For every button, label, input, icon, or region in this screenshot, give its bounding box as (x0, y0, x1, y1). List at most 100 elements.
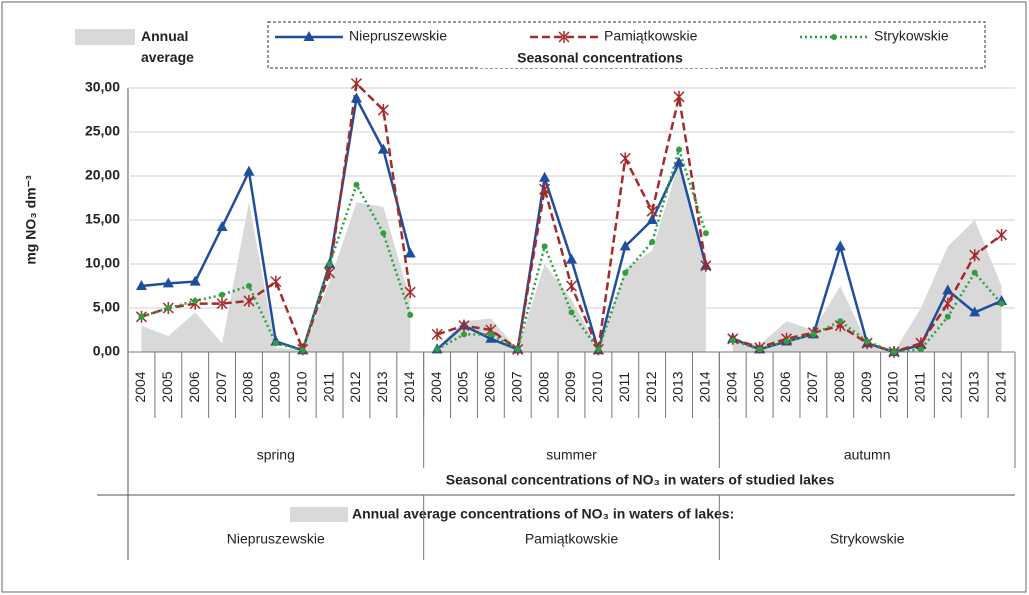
point (270, 275, 282, 288)
point (165, 305, 172, 311)
legend-title: Seasonal concentrations (517, 50, 683, 66)
y-tick-label: 0,00 (93, 343, 120, 359)
point (673, 156, 685, 167)
y-tick-label: 25,00 (85, 123, 120, 139)
point (434, 346, 441, 353)
point (541, 243, 548, 250)
point (944, 313, 951, 320)
x-tick-label: 2007 (804, 371, 820, 402)
point (969, 249, 981, 262)
legend-title-bg (480, 50, 720, 68)
x-tick-label: 2011 (320, 372, 336, 402)
point (243, 165, 255, 176)
point (864, 338, 871, 345)
point (673, 90, 685, 103)
point (942, 284, 954, 295)
point (595, 346, 602, 353)
point (566, 253, 577, 264)
point (891, 349, 898, 355)
point (272, 340, 279, 347)
point (565, 280, 578, 292)
x-tick-label: 2011 (912, 372, 928, 402)
x-tick-label: 2014 (992, 371, 1008, 402)
point (729, 337, 736, 344)
point (917, 346, 924, 353)
x-tick-label: 2013 (965, 371, 981, 402)
y-tick-label: 5,00 (93, 299, 120, 315)
x-tick-label: 2013 (374, 371, 390, 402)
point (407, 312, 414, 319)
group-label: autumn (844, 447, 891, 463)
y-tick-label: 20,00 (85, 167, 120, 183)
point (646, 205, 658, 218)
x-tick-label: 2007 (508, 371, 524, 402)
x-tick-label: 2012 (347, 371, 363, 402)
point (539, 183, 551, 196)
point (380, 230, 387, 237)
area (437, 162, 706, 352)
x-tick-label: 2009 (858, 371, 874, 402)
area-group-label: Pamiątkowskie (525, 531, 619, 547)
point (485, 332, 497, 343)
point (837, 318, 844, 325)
x-tick-label: 2009 (562, 371, 578, 402)
x-tick-label: 2005 (750, 371, 766, 402)
x-tick-label: 2004 (428, 371, 444, 402)
point (353, 181, 360, 188)
point (303, 31, 315, 41)
x-tick-label: 2006 (482, 371, 498, 402)
group-label: summer (546, 447, 597, 463)
point (996, 228, 1008, 241)
point (189, 275, 201, 286)
point (135, 280, 147, 290)
point (702, 230, 709, 237)
point (404, 286, 416, 299)
x-tick-label: 2006 (777, 371, 793, 402)
x-tick-label: 2010 (885, 371, 901, 402)
y-tick-label: 10,00 (85, 255, 120, 271)
legend-label: Pamiątkowskie (604, 28, 698, 44)
area-title-swatch (290, 507, 348, 522)
point (350, 77, 363, 90)
point (942, 297, 954, 310)
x-tick-label: 2014 (697, 371, 713, 402)
point (138, 313, 145, 320)
y-tick-label: 30,00 (85, 79, 120, 95)
y-tick-label: 15,00 (85, 211, 120, 227)
x-tick-label: 2014 (401, 371, 417, 402)
x-title: Seasonal concentrations of NO₃ in waters… (446, 472, 835, 488)
point (245, 283, 252, 289)
point (216, 297, 228, 310)
x-tick-label: 2012 (939, 371, 955, 402)
point (216, 221, 228, 232)
area-title: Annual average concentrations of NO₃ in … (352, 506, 734, 522)
point (350, 92, 362, 103)
point (162, 277, 174, 288)
point (431, 328, 443, 341)
point (377, 104, 389, 116)
point (622, 269, 629, 276)
point (458, 319, 470, 332)
point (539, 171, 551, 182)
x-tick-label: 2008 (535, 371, 551, 402)
point (756, 346, 763, 353)
area-group-label: Niepruszewskie (227, 531, 325, 547)
x-tick-label: 2009 (267, 371, 283, 402)
point (700, 259, 712, 272)
point (783, 338, 790, 345)
point (514, 346, 521, 353)
point (646, 214, 658, 224)
area (141, 202, 411, 352)
point (649, 239, 656, 245)
x-tick-label: 2006 (186, 371, 202, 402)
x-tick-label: 2005 (159, 371, 175, 402)
point (998, 300, 1005, 307)
point (810, 331, 817, 338)
series-line (732, 270, 1003, 354)
point (460, 331, 467, 338)
y-axis-label: mg NO₃ dm⁻³ (23, 175, 39, 265)
group-label: spring (257, 447, 295, 463)
x-tick-label: 2005 (455, 371, 471, 402)
